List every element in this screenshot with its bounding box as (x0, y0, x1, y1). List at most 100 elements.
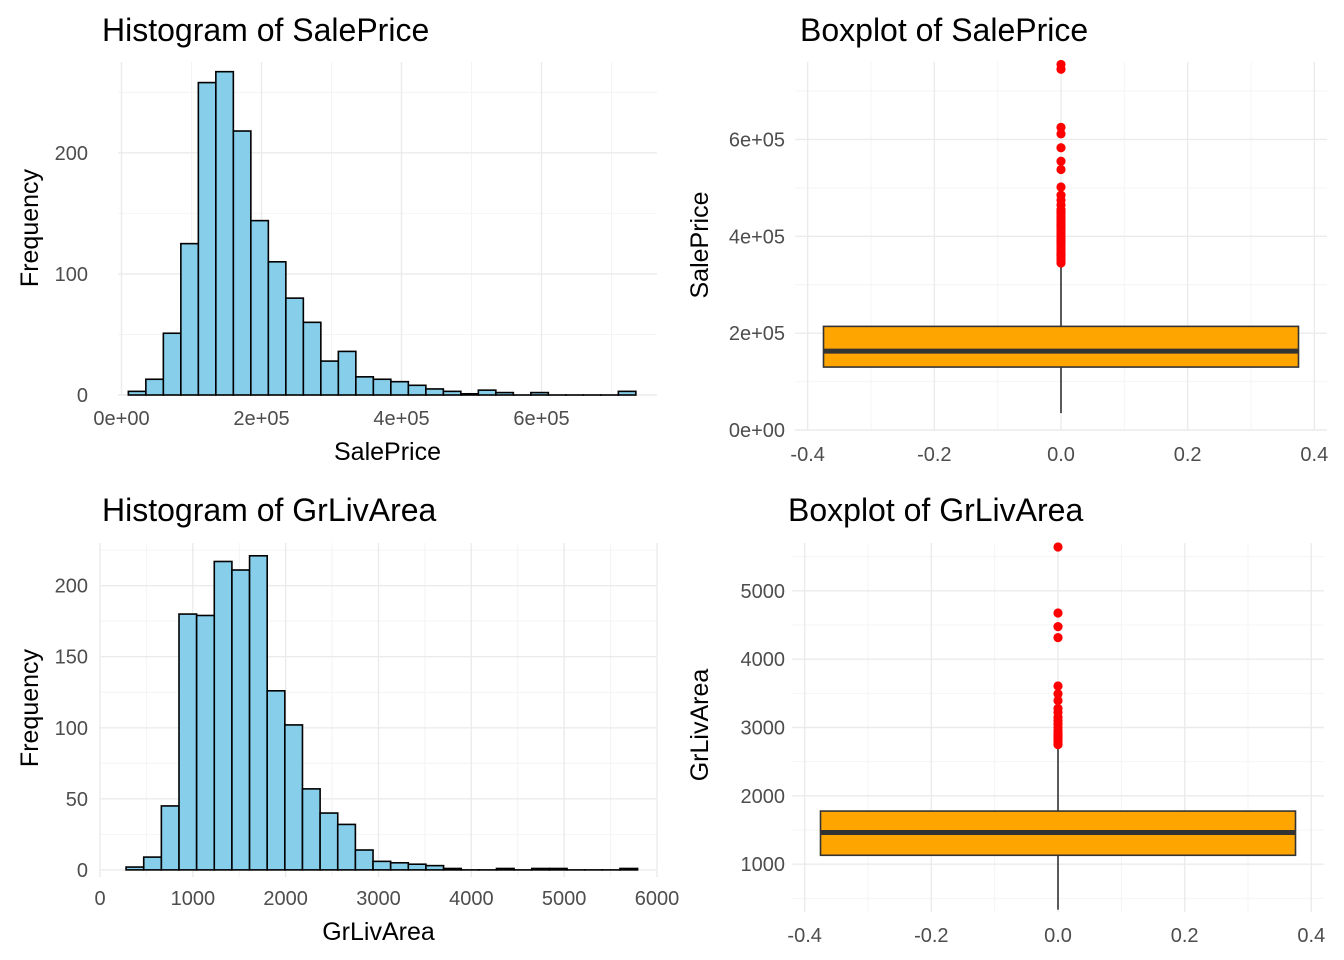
outlier-point (1056, 190, 1066, 200)
histogram-bar (495, 867, 515, 871)
outlier-point (1056, 143, 1066, 153)
x-tick-label: 6000 (635, 888, 680, 910)
x-tick-label: 0.4 (1300, 444, 1328, 466)
histogram-bar (372, 378, 392, 396)
chart-title: Boxplot of GrLivArea (788, 492, 1083, 528)
histogram-bar (372, 860, 392, 871)
x-tick-label: -0.2 (917, 444, 951, 466)
x-tick-label: 0.4 (1297, 925, 1325, 947)
histogram-bar (425, 388, 445, 396)
y-axis-title: SalePrice (686, 192, 714, 299)
histogram-bar (197, 81, 217, 396)
histogram-bar (319, 812, 339, 871)
histogram-bar (213, 560, 233, 871)
histogram-bar (354, 849, 374, 871)
x-tick-label: 1000 (171, 888, 216, 910)
outlier-point (1053, 632, 1063, 643)
histogram-bar (495, 391, 515, 396)
y-tick-label: 2000 (741, 786, 786, 808)
histogram-bar (619, 867, 639, 871)
chart-title: Histogram of SalePrice (102, 12, 429, 48)
histogram-bar (548, 867, 568, 871)
x-tick-label: 2000 (263, 888, 308, 910)
x-tick-label: -0.2 (914, 925, 948, 947)
histogram-bar (302, 321, 322, 396)
outlier-point (1053, 703, 1063, 714)
y-tick-label: 150 (55, 647, 88, 669)
y-tick-label: 100 (55, 718, 88, 740)
panel-box-saleprice: -0.4 -0.2 0.0 0.2 0.4 0e+00 2e+05 4e+05 6e+05 Box… (686, 12, 1328, 466)
y-tick-label: 50 (66, 789, 88, 811)
chart-title: Histogram of GrLivArea (102, 492, 437, 528)
histogram-bar (390, 380, 410, 396)
x-axis-title: SalePrice (334, 438, 441, 466)
outlier-point (1056, 164, 1066, 175)
y-axis-title: Frequency (16, 648, 44, 767)
y-tick-label: 0e+00 (729, 420, 785, 442)
histogram-bar (127, 390, 147, 396)
histogram-bar (425, 864, 445, 871)
box (822, 325, 1300, 368)
histogram-bar (442, 390, 462, 396)
histogram-bar (530, 391, 550, 396)
y-tick-label: 5000 (741, 581, 786, 603)
histogram-bar (267, 260, 287, 396)
x-tick-label: 0 (94, 888, 105, 910)
x-tick-label: 2e+05 (233, 408, 289, 430)
outlier-point (1056, 156, 1066, 166)
x-tick-label: 0.2 (1174, 444, 1202, 466)
panel-hist-saleprice: 0e+00 2e+05 4e+05 6e+05 0 100 200 Histogram of … (16, 12, 657, 466)
y-tick-label: 0 (77, 385, 88, 407)
x-tick-label: 5000 (542, 888, 587, 910)
panel-hist-grlivarea: 0 1000 2000 3000 4000 5000 6000 0 50 100 150 200 His… (16, 492, 679, 946)
histogram-bar (142, 856, 163, 871)
histogram-bar (215, 70, 235, 396)
y-axis-title: GrLivArea (686, 669, 714, 782)
y-tick-label: 1000 (741, 854, 786, 876)
x-tick-label: 0.0 (1047, 444, 1075, 466)
outlier-point (1056, 129, 1066, 139)
y-tick-label: 0 (77, 860, 88, 882)
x-axis-title: GrLivArea (322, 918, 435, 946)
histogram-bar (301, 788, 321, 871)
x-tick-label: 4000 (449, 888, 494, 910)
y-tick-label: 2e+05 (729, 323, 785, 345)
histogram-bar (232, 130, 252, 396)
histogram-bar (355, 376, 375, 396)
histogram-bar (530, 867, 551, 871)
y-tick-label: 6e+05 (729, 129, 785, 151)
y-tick-label: 100 (55, 264, 88, 286)
outlier-point (1053, 608, 1063, 618)
panel-box-grlivarea: -0.4 -0.2 0.0 0.2 0.4 1000 2000 3000 4000 5000 Box… (686, 492, 1325, 947)
histogram-bar (460, 392, 480, 396)
histogram-bar (442, 867, 463, 871)
outlier-point (1056, 122, 1066, 132)
x-tick-label: -0.4 (790, 444, 824, 466)
histogram-bar (477, 389, 497, 396)
histogram-bar (160, 805, 180, 871)
histogram-bar (178, 613, 198, 871)
outlier-point (1056, 182, 1066, 192)
histogram-bar (195, 614, 216, 871)
histogram-bar (145, 378, 165, 396)
outlier-point (1053, 542, 1063, 552)
outlier-point (1053, 622, 1063, 632)
histogram-bar (125, 866, 145, 871)
histogram-bar (617, 390, 637, 396)
histogram-bar (284, 724, 304, 871)
histogram-bar (336, 823, 357, 871)
y-tick-label: 4e+05 (729, 226, 785, 248)
chart-title: Boxplot of SalePrice (800, 12, 1088, 48)
y-tick-label: 4000 (741, 649, 786, 671)
x-tick-label: 3000 (356, 888, 401, 910)
y-axis-title: Frequency (16, 168, 44, 287)
y-tick-label: 200 (55, 576, 88, 598)
x-tick-label: 0e+00 (93, 408, 149, 430)
histogram-bar (389, 861, 410, 871)
y-tick-label: 200 (55, 143, 88, 165)
histogram-bar (407, 863, 427, 871)
histogram-bar (337, 350, 357, 396)
histogram-bar (180, 242, 200, 396)
x-tick-label: 0.0 (1044, 925, 1072, 947)
